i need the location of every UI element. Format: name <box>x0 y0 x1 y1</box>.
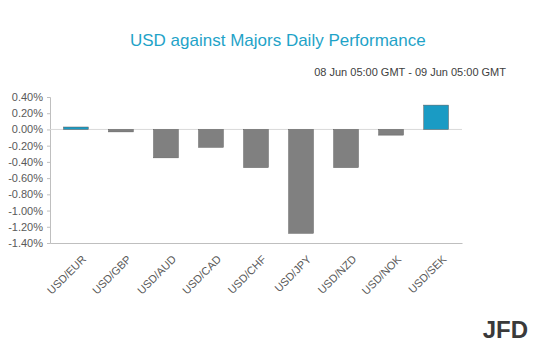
y-tick: -0.40% <box>8 156 50 168</box>
x-tick-label: USD/NOK <box>360 252 404 296</box>
x-tick: USD/AUD <box>135 243 179 296</box>
y-tick-label: -1.20% <box>8 221 43 233</box>
x-axis: USD/EURUSD/GBPUSD/AUDUSD/CADUSD/CHFUSD/J… <box>45 243 463 297</box>
chart: USD against Majors Daily Performance 08 J… <box>0 0 538 351</box>
bar <box>244 129 269 167</box>
y-tick-label: 0.40% <box>12 91 43 103</box>
x-tick-label: USD/JPY <box>272 252 314 294</box>
y-tick-label: 0.00% <box>12 123 43 135</box>
title: USD against Majors Daily Performance <box>130 31 426 50</box>
y-tick: -1.00% <box>8 205 50 217</box>
bar <box>199 129 224 147</box>
y-axis: 0.40% 0.20% 0.00% -0.20% -0.40% -0.60% -0.80% -… <box>8 91 50 249</box>
y-tick: -1.20% <box>8 221 50 233</box>
y-tick: 0.40% <box>12 91 50 103</box>
y-tick-mark <box>47 129 50 130</box>
y-tick-label: -0.80% <box>8 188 43 200</box>
y-tick-label: -1.00% <box>8 205 43 217</box>
logo: JFD <box>483 316 528 343</box>
subtitle: 08 Jun 05:00 GMT - 09 Jun 05:00 GMT <box>314 66 506 78</box>
x-tick: USD/JPY <box>272 243 314 294</box>
bars <box>64 105 449 233</box>
y-tick: -0.60% <box>8 172 50 184</box>
bar <box>64 127 89 129</box>
background <box>0 0 538 351</box>
x-tick: USD/SEK <box>406 243 449 296</box>
y-tick-label: -0.60% <box>8 172 43 184</box>
y-tick-label: 0.20% <box>12 107 43 119</box>
x-tick-label: USD/AUD <box>135 253 179 297</box>
x-tick-label: USD/CAD <box>180 253 224 297</box>
y-tick: -1.40% <box>8 237 50 249</box>
bar <box>154 129 179 157</box>
x-axis-line <box>51 243 463 244</box>
bar <box>289 129 314 233</box>
y-tick-mark <box>47 162 50 163</box>
y-tick-mark <box>47 97 50 98</box>
x-tick: USD/NOK <box>360 243 404 297</box>
y-tick-mark <box>47 194 50 195</box>
x-tick-label: USD/EUR <box>45 253 89 297</box>
x-tick: USD/GBP <box>90 243 133 296</box>
x-tick: USD/CAD <box>180 243 224 296</box>
y-tick-mark <box>47 211 50 212</box>
y-tick-label: -0.20% <box>8 140 43 152</box>
y-tick: 0.00% <box>12 123 50 135</box>
x-tick: USD/CHF <box>225 243 268 296</box>
y-tick: 0.20% <box>12 107 50 119</box>
bar <box>379 129 404 135</box>
y-tick-label: -0.40% <box>8 156 43 168</box>
x-tick-label: USD/SEK <box>406 252 449 295</box>
y-tick-mark <box>47 146 50 147</box>
y-axis-line <box>47 98 51 244</box>
x-tick-label: USD/NZD <box>315 253 358 296</box>
y-tick-mark <box>47 227 50 228</box>
y-tick-mark <box>47 113 50 114</box>
y-tick: -0.20% <box>8 140 50 152</box>
bar <box>334 129 359 167</box>
x-tick-label: USD/CHF <box>225 253 268 296</box>
y-tick-mark <box>47 178 50 179</box>
x-tick: USD/EUR <box>45 243 89 296</box>
bar <box>109 129 134 131</box>
bar <box>424 105 449 129</box>
y-tick-mark <box>47 243 50 244</box>
y-tick-label: -1.40% <box>8 237 43 249</box>
y-tick: -0.80% <box>8 188 50 200</box>
x-tick-label: USD/GBP <box>90 253 133 296</box>
x-tick: USD/NZD <box>315 243 358 296</box>
